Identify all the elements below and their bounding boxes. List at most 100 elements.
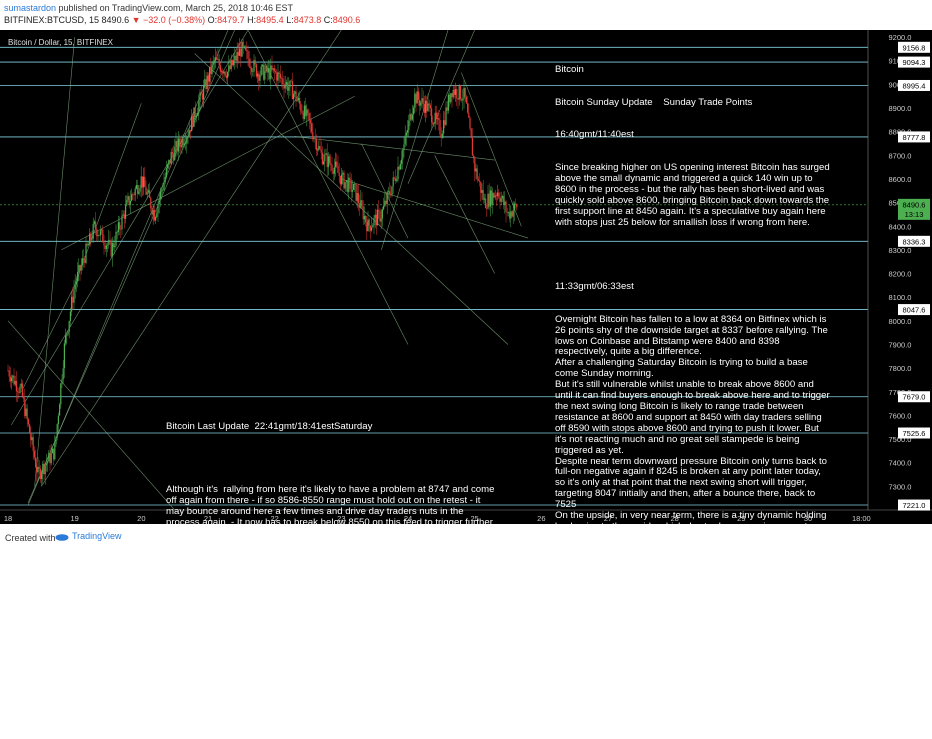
candle-body [212,61,214,64]
y-tick-label: 8100.0 [889,293,912,302]
candle-body [313,138,315,140]
candle-body [17,391,19,393]
y-tick-label: 7900.0 [889,340,912,349]
candle-body [83,258,85,260]
candle-body [283,84,285,89]
candle-body [423,104,425,113]
quote-line: BITFINEX:BTCUSD, 15 8490.6 ▼ −32.0 (−0.3… [4,15,360,25]
candle-body [187,135,189,138]
candle-body [132,194,134,195]
candle-body [318,145,320,150]
candle-body [221,71,223,72]
candle-body [253,60,255,72]
cloud-icon [55,533,69,541]
candle-body [417,91,419,100]
candle-body [407,130,409,133]
level-label-bg [898,56,930,68]
candle-body [277,72,279,81]
level-label: 9094.3 [903,58,926,67]
candle-body [11,377,13,382]
x-tick-label: 30 [804,514,812,523]
candle-body [434,112,436,124]
candle-body [177,138,179,152]
candle-body [369,225,371,231]
chart-svg[interactable]: Bitcoin / Dollar, 15, BITFINEX 7300.0 740… [0,30,932,524]
candle-body [264,71,266,80]
created-with: Created with [5,533,56,543]
candle-body [301,110,303,113]
candle-body [428,103,430,106]
candle-body [501,196,503,199]
candle-body [15,380,17,392]
brand-name: TradingView [72,531,122,541]
candle-body [474,158,476,172]
candle-body [159,191,161,200]
candle-body [89,233,91,245]
open-value: 8479.7 [217,15,245,25]
x-tick-label: 25 [470,514,478,523]
candle-body [246,50,248,51]
candle-body [480,181,482,193]
candle-body [385,200,387,204]
horizontal-levels [0,46,868,506]
candle-body [359,203,361,208]
chart-area[interactable]: Bitcoin / Dollar, 15, BITFINEX 7300.0 740… [0,30,932,716]
candle-body [33,450,35,458]
level-label: 7221.0 [903,501,926,510]
candle-body [469,117,471,129]
candle-body [146,192,148,195]
candle-body [210,66,212,75]
candle-body [371,227,373,231]
y-tick-label: 8400.0 [889,222,912,231]
candle-body [53,448,55,460]
candle-body [163,181,165,190]
x-tick-label: 18 [4,514,12,523]
candle-body [72,296,74,303]
candle-body [276,72,278,81]
candle-body [170,152,172,164]
candle-body [85,243,87,263]
candle-body [200,92,202,94]
candle-body [38,466,40,469]
candle-body [234,55,236,61]
low-value: 8473.8 [293,15,322,25]
candle-body [273,68,275,72]
candle-body [105,245,107,249]
candle-body [486,208,488,209]
candle-body [326,153,328,168]
level-label-bg [898,131,930,143]
candle-body [378,209,380,211]
candle-body [491,190,493,205]
candle-body [32,437,34,451]
candle-body [453,89,455,95]
candle-body [37,466,39,473]
candle-body [497,192,499,196]
candle-body [231,60,233,66]
candle-body [123,214,125,219]
trendline [434,155,495,274]
candle-body [139,188,141,192]
candle-body [452,89,454,98]
x-tick-label: 24 [404,514,412,523]
candle-body [165,168,167,178]
candle-body [237,52,239,56]
candle-body [147,190,149,193]
candle-body [353,184,355,190]
candle-body [224,71,226,76]
tradingview-logo[interactable]: TradingView [55,531,122,541]
candle-body [205,79,207,90]
candle-body [201,93,203,100]
level-label: 8336.3 [903,237,926,246]
candle-body [140,176,142,189]
candle-body [171,152,173,154]
y-tick-label: 7500.0 [889,435,912,444]
publish-line: sumastardon published on TradingView.com… [4,3,293,13]
author-link[interactable]: sumastardon [4,3,57,13]
level-label-bg [898,391,930,403]
candle-body [450,93,452,103]
candle-body [8,370,10,377]
current-price-label: 8490.6 [903,200,926,209]
candle-body [299,97,301,104]
change: −32.0 (−0.38%) [143,15,206,25]
candle-body [506,211,508,213]
